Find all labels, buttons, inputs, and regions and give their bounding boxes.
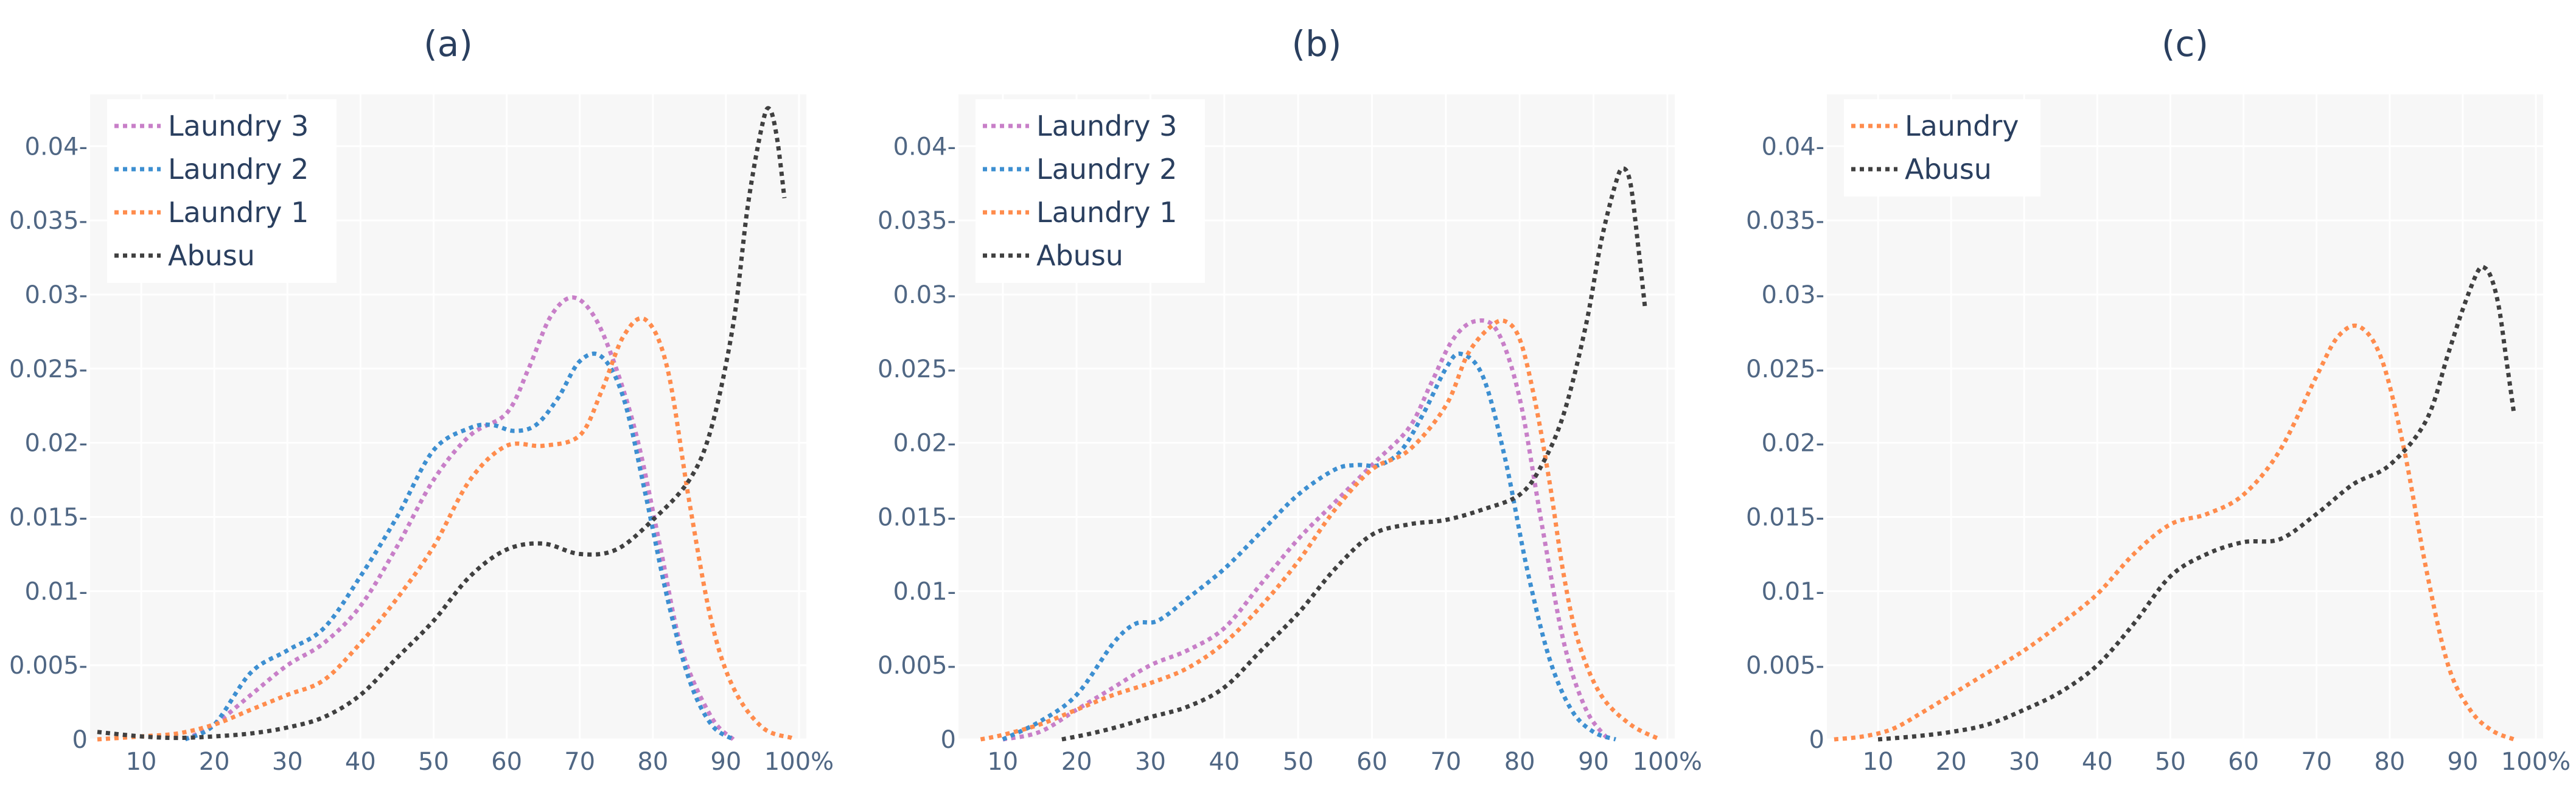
y-tick-label: 0.02- — [25, 430, 88, 458]
y-tick-label: 0.02- — [893, 430, 957, 458]
chart-title: (a) — [424, 23, 473, 65]
y-tick-label: 0 — [941, 726, 956, 754]
y-tick-label: 0.03- — [1762, 281, 1825, 309]
y-tick-label: 0.01- — [1762, 577, 1825, 605]
x-tick-label: 40 — [2082, 748, 2113, 776]
y-tick-label: 0.025- — [9, 355, 88, 383]
x-tick-label: 30 — [2009, 748, 2040, 776]
legend-label: Laundry 1 — [168, 196, 309, 229]
legend-label: Laundry 3 — [168, 110, 309, 142]
x-tick-label: 30 — [272, 748, 303, 776]
chart-title: (b) — [1291, 23, 1341, 65]
chart-panel-1: (b) 0 0.005- 0.01- 0.015- 0.02- 0.025- 0.03- 0.0… — [878, 23, 1702, 776]
y-tick-label: 0.015- — [878, 503, 956, 531]
x-tick-label: 20 — [1061, 748, 1092, 776]
series-line-laundry — [1834, 323, 2515, 742]
series-line-laundry-3 — [184, 295, 735, 742]
legend-label: Abusu — [168, 239, 255, 272]
x-tick-label: 30 — [1135, 748, 1166, 776]
y-tick-label: 0.01- — [893, 577, 957, 605]
series-line-laundry-3 — [1002, 318, 1610, 742]
legend-box — [976, 99, 1205, 283]
y-tick-label: 0.01- — [25, 577, 88, 605]
series-line-abusu — [97, 106, 787, 741]
legend-box — [107, 99, 337, 283]
y-tick-label: 0.005- — [1746, 652, 1824, 680]
chart-panel-2: (c) 0 0.005- 0.01- 0.015- 0.02- 0.025- 0.03- 0.0… — [1746, 23, 2571, 776]
x-tick-label: 100% — [2501, 748, 2571, 776]
y-tick-label: 0.035- — [878, 207, 956, 235]
x-tick-label: 60 — [491, 748, 522, 776]
chart-title: (c) — [2162, 23, 2208, 65]
x-tick-label: 80 — [637, 748, 668, 776]
y-tick-label: 0.03- — [893, 281, 957, 309]
series-line-abusu — [1061, 166, 1647, 742]
series-line-laundry-1 — [980, 318, 1661, 742]
x-tick-label: 90 — [710, 748, 741, 776]
y-tick-label: 0.015- — [1746, 503, 1824, 531]
legend-label: Laundry 2 — [168, 153, 309, 186]
legend-label: Abusu — [1905, 153, 1992, 186]
x-tick-label: 90 — [2447, 748, 2478, 776]
legend-label: Laundry 1 — [1036, 196, 1177, 229]
x-tick-label: 10 — [126, 748, 157, 776]
series-line-abusu — [1877, 265, 2516, 742]
y-tick-label: 0.03- — [25, 281, 88, 309]
y-tick-label: 0.04- — [25, 133, 88, 161]
y-tick-label: 0.025- — [878, 355, 956, 383]
x-tick-label: 50 — [2155, 748, 2186, 776]
x-tick-label: 20 — [199, 748, 230, 776]
x-tick-label: 60 — [2228, 748, 2259, 776]
y-tick-label: 0.02- — [1762, 430, 1825, 458]
x-tick-label: 40 — [1209, 748, 1240, 776]
y-tick-label: 0.005- — [878, 652, 956, 680]
x-tick-label: 60 — [1356, 748, 1387, 776]
y-tick-label: 0.015- — [9, 503, 88, 531]
x-tick-label: 100% — [1633, 748, 1702, 776]
x-tick-label: 10 — [1863, 748, 1894, 776]
x-tick-label: 40 — [345, 748, 376, 776]
y-tick-label: 0.035- — [9, 207, 88, 235]
x-tick-label: 50 — [418, 748, 449, 776]
y-tick-label: 0.025- — [1746, 355, 1824, 383]
series-line-laundry-2 — [184, 351, 735, 742]
y-tick-label: 0.04- — [1762, 133, 1825, 161]
series-line-laundry-1 — [97, 316, 793, 742]
y-tick-label: 0.04- — [893, 133, 957, 161]
y-tick-label: 0.005- — [9, 652, 88, 680]
x-tick-label: 100% — [764, 748, 834, 776]
y-tick-label: 0 — [72, 726, 88, 754]
x-tick-label: 50 — [1283, 748, 1314, 776]
legend-label: Laundry 2 — [1036, 153, 1177, 186]
x-tick-label: 70 — [1430, 748, 1461, 776]
x-tick-label: 90 — [1578, 748, 1609, 776]
y-tick-label: 0.035- — [1746, 207, 1824, 235]
x-tick-label: 10 — [987, 748, 1018, 776]
legend-box — [1844, 99, 2040, 197]
x-tick-label: 80 — [2374, 748, 2405, 776]
plot-area — [1827, 94, 2543, 739]
legend-label: Laundry — [1905, 110, 2019, 142]
x-tick-label: 70 — [2301, 748, 2332, 776]
x-tick-label: 70 — [564, 748, 595, 776]
x-tick-label: 80 — [1504, 748, 1535, 776]
x-tick-label: 20 — [1936, 748, 1967, 776]
y-tick-label: 0 — [1809, 726, 1824, 754]
legend-label: Laundry 3 — [1036, 110, 1177, 142]
chart-panel-0: (a) 0 0.005- 0.01- 0.015- 0.02- 0.025- 0.03- 0.0… — [9, 23, 834, 776]
legend-label: Abusu — [1036, 239, 1123, 272]
